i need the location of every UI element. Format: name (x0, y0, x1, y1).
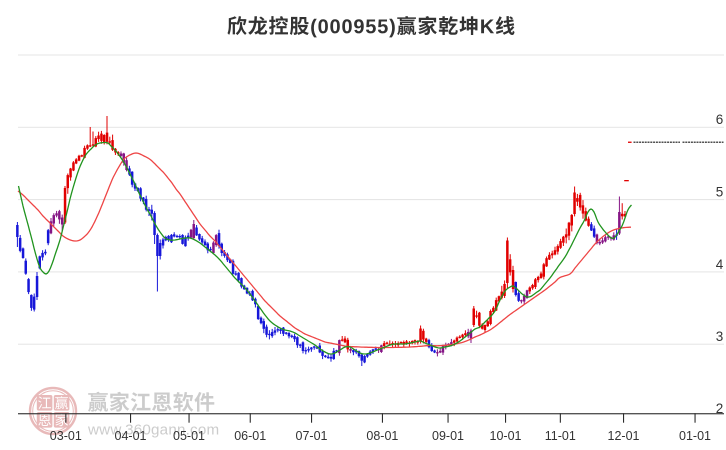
svg-text:06-01: 06-01 (234, 429, 266, 443)
svg-text:04-01: 04-01 (115, 429, 147, 443)
svg-text:03-01: 03-01 (50, 429, 82, 443)
svg-text:12-01: 12-01 (608, 429, 640, 443)
svg-text:09-01: 09-01 (432, 429, 464, 443)
svg-text:08-01: 08-01 (366, 429, 398, 443)
svg-text:www.360gann.com: www.360gann.com (87, 422, 219, 439)
svg-text:2: 2 (716, 401, 724, 416)
svg-text:10-01: 10-01 (490, 429, 522, 443)
svg-text:6: 6 (716, 112, 724, 127)
svg-text:11-01: 11-01 (545, 429, 576, 443)
svg-text:5: 5 (716, 185, 724, 200)
svg-text:05-01: 05-01 (173, 429, 205, 443)
svg-text:3: 3 (716, 329, 724, 344)
svg-text:4: 4 (716, 257, 724, 272)
svg-text:01-01: 01-01 (679, 429, 711, 443)
svg-text:07-01: 07-01 (296, 429, 328, 443)
